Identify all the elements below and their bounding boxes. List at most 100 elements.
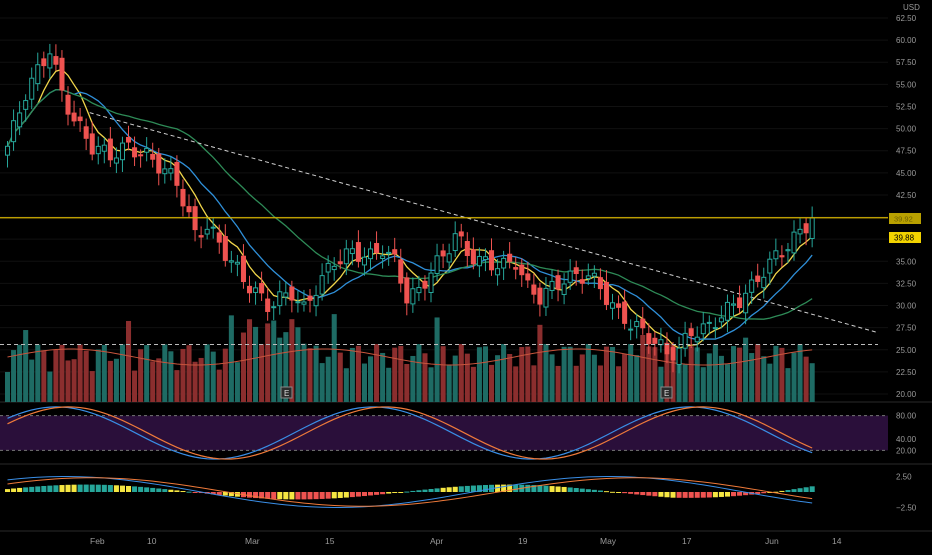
volume-bar [29, 359, 35, 402]
candle-body [446, 253, 452, 263]
macd-histogram-bar [216, 492, 222, 495]
macd-signal-line [7, 477, 813, 507]
volume-bar [458, 344, 464, 402]
price-tick-label: 20.00 [896, 390, 917, 399]
candle-body [603, 281, 610, 305]
volume-bar [404, 363, 410, 402]
volume-bar [47, 371, 53, 402]
candle-body [537, 287, 543, 305]
candle-body [53, 56, 59, 65]
candle-body [579, 279, 585, 284]
candle-body [150, 153, 156, 160]
candle-body [573, 267, 579, 275]
macd-histogram-bar [682, 492, 688, 498]
volume-bar [791, 352, 797, 402]
price-tick-label: 50.00 [896, 125, 917, 134]
macd-histogram-bar [610, 491, 616, 493]
volume-bar [119, 344, 125, 402]
volume-bar [743, 337, 749, 402]
macd-histogram-bar [591, 489, 597, 492]
volume-bar [368, 356, 374, 402]
macd-histogram-bar [416, 490, 422, 492]
volume-bar [101, 344, 107, 402]
candle-body [495, 268, 501, 276]
candle-body [380, 255, 386, 259]
macd-histogram-bar [259, 492, 265, 499]
price-tick-label: 60.00 [896, 36, 917, 45]
candle-body [694, 336, 700, 343]
macd-histogram-bar [35, 486, 41, 492]
volume-bar [700, 367, 706, 402]
volume-bar [17, 344, 23, 402]
macd-histogram-bar [755, 492, 761, 494]
earnings-marker [280, 386, 293, 399]
volume-bar [83, 350, 89, 402]
candle-body [95, 145, 101, 155]
macd-histogram-bar [253, 492, 259, 499]
volume-bar [670, 344, 676, 402]
macd-histogram-bar [392, 492, 398, 493]
volume-bar [610, 346, 616, 402]
volume-bar [53, 349, 59, 402]
volume-bar [434, 317, 440, 402]
volume-bar [210, 351, 216, 402]
volume-bar [313, 345, 319, 402]
candle-body [210, 226, 216, 229]
candle-body [126, 136, 132, 143]
macd-histogram-bar [567, 487, 573, 492]
volume-bar [797, 344, 803, 402]
candle-body [259, 282, 265, 294]
price-axis[interactable]: USD 62.50 60.00 57.50 55.00 52.50 50.00 47.50 4… [896, 3, 920, 399]
date-tick-label: Jun [765, 536, 779, 546]
grid [0, 17, 932, 532]
candle-body [428, 272, 434, 294]
horizontal-levels[interactable] [0, 217, 888, 345]
macd-histogram-bar [77, 484, 83, 492]
macd-histogram-bar [71, 484, 77, 492]
candle-body [47, 53, 53, 69]
candle-body [295, 301, 301, 304]
macd-line [7, 476, 813, 508]
macd-histogram-bar [144, 487, 150, 492]
volume-bar [228, 315, 234, 402]
macd-histogram-bar [482, 484, 488, 492]
date-axis[interactable]: Feb 10 Mar 15 Apr 19 May 17 Jun 14 [90, 536, 842, 546]
volume-bar [198, 357, 204, 402]
macd-histogram-bar [464, 485, 470, 492]
candle-body [779, 255, 785, 258]
candle-body [476, 255, 482, 267]
date-tick-label: Apr [430, 536, 443, 546]
volume-bar [192, 361, 198, 402]
candle-body [803, 223, 809, 234]
macd-histogram-bar [452, 486, 458, 492]
volume-bar [240, 332, 246, 402]
volume-bar [537, 324, 543, 402]
price-tick-label: 27.50 [896, 324, 917, 333]
macd-histogram-bar [700, 492, 706, 498]
candle-body [180, 188, 186, 207]
volume-bar [688, 346, 694, 402]
volume-bar [737, 347, 743, 402]
macd-histogram-bar [549, 486, 555, 492]
candle-body [331, 265, 337, 271]
candle-body [640, 318, 646, 329]
candle-body [513, 267, 519, 270]
stochastic-tick-label: 80.00 [896, 412, 917, 421]
ema-fast-line [6, 68, 813, 349]
candle-body [101, 144, 107, 152]
candle-body [773, 250, 779, 260]
macd-histogram-bar [743, 492, 749, 496]
volume-bar [452, 355, 458, 402]
macd-histogram-bar [23, 487, 29, 492]
candle-body [525, 273, 531, 281]
candle-body [519, 264, 525, 276]
volume-bar [343, 368, 349, 402]
candle-body [343, 248, 349, 265]
candle-body [464, 241, 470, 257]
macd-histogram-bar [271, 492, 277, 499]
volume-bar [555, 365, 561, 402]
macd-histogram-bar [616, 492, 622, 493]
candle-body [646, 333, 652, 345]
